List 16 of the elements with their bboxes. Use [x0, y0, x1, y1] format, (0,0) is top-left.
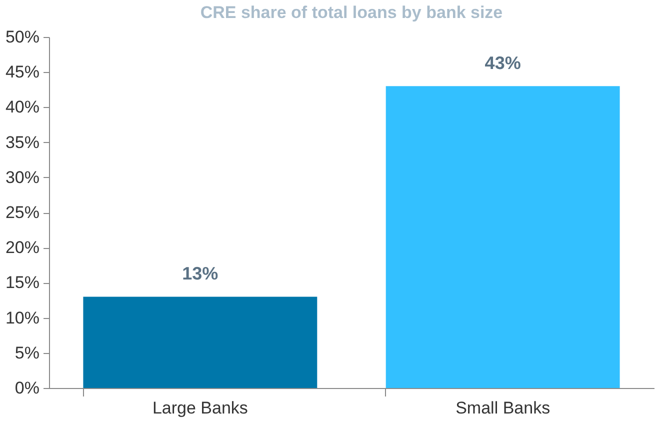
- y-tick-label: 35%: [5, 132, 40, 152]
- y-tick-label: 45%: [5, 62, 40, 82]
- y-tick-label: 15%: [5, 273, 40, 292]
- x-tick-label: Large Banks: [152, 398, 248, 418]
- data-label: 43%: [484, 53, 521, 74]
- x-tick-label: Small Banks: [456, 398, 550, 418]
- y-tick-label: 50%: [5, 28, 40, 46]
- chart-title: CRE share of total loans by bank size: [200, 3, 503, 22]
- y-tick-label: 30%: [5, 168, 40, 187]
- data-label: 13%: [182, 264, 218, 284]
- y-tick-label: 5%: [14, 343, 40, 362]
- y-tick-label: 0%: [14, 378, 40, 398]
- y-tick-label: 10%: [5, 308, 40, 328]
- y-tick-label: 20%: [5, 238, 40, 258]
- y-tick-label: 25%: [5, 203, 40, 222]
- y-tick-label: 40%: [5, 98, 40, 117]
